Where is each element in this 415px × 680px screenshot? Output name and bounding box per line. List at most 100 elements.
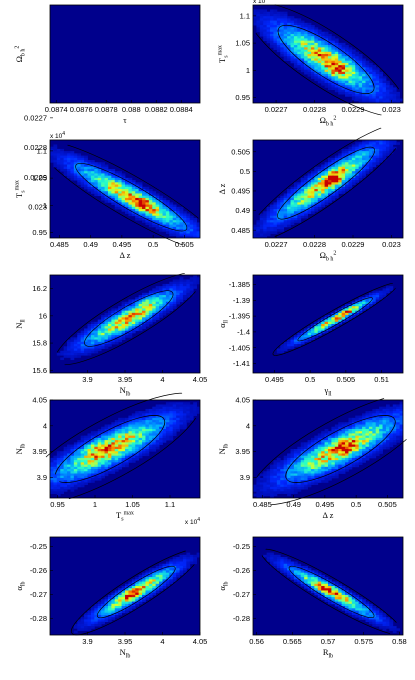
density-cell [365, 157, 370, 161]
density-cell [104, 332, 109, 336]
density-cell [331, 444, 336, 448]
density-cell [355, 153, 360, 156]
density-cell [77, 444, 82, 448]
density-cell [372, 420, 377, 423]
density-cell [276, 13, 281, 17]
density-cell [334, 191, 339, 194]
density-cell [125, 592, 129, 596]
density-cell [348, 171, 353, 174]
density-cell [172, 283, 177, 287]
density-cell [162, 579, 167, 582]
density-cell [114, 603, 119, 607]
density-cell [125, 583, 129, 587]
density-cell [345, 466, 349, 470]
density-cell [314, 460, 319, 463]
density-cell [396, 422, 400, 425]
density-cell [148, 570, 153, 574]
density-cell [142, 420, 146, 423]
density-cell [355, 67, 360, 70]
density-cell [128, 597, 133, 600]
density-cell [317, 453, 322, 457]
density-cell [328, 446, 332, 450]
density-cell [334, 466, 339, 470]
density-cell [358, 310, 363, 314]
density-cell [131, 193, 136, 197]
density-cell [152, 301, 157, 305]
density-cell [341, 455, 346, 459]
density-cell [372, 80, 377, 84]
density-cell [297, 332, 302, 336]
density-cell [345, 67, 349, 70]
density-cell [300, 20, 305, 24]
density-cell [310, 27, 315, 30]
density-cell [182, 295, 187, 298]
density-cell [169, 574, 174, 578]
density-cell [293, 480, 298, 483]
density-cell [358, 426, 363, 430]
density-cell [331, 442, 336, 445]
density-cell [114, 326, 119, 329]
density-cell [310, 33, 315, 37]
density-cell [266, 38, 271, 42]
density-cell [287, 18, 291, 21]
density-cell [148, 433, 153, 437]
x-tick-label: 0.495 [315, 500, 334, 509]
density-cell [283, 27, 288, 30]
y-tick-label: -1.39 [233, 296, 250, 305]
density-cell [293, 20, 298, 24]
density-cell [368, 153, 373, 156]
density-cell [266, 493, 271, 497]
density-cell [131, 601, 136, 605]
density-cell [121, 594, 126, 598]
density-cell [372, 65, 377, 68]
density-cell [382, 440, 387, 443]
density-cell [125, 442, 129, 445]
density-cell [77, 440, 82, 443]
density-cell [399, 98, 403, 102]
density-cell [138, 420, 143, 423]
density-cell [131, 303, 136, 307]
density-cell [345, 462, 349, 465]
density-cell [368, 435, 373, 439]
density-cell [293, 460, 298, 463]
density-cell [104, 180, 109, 183]
x-tick-label: 3.9 [82, 375, 92, 384]
density-cell [307, 197, 312, 201]
density-cell [176, 301, 180, 305]
density-cell [107, 186, 112, 190]
density-cell [253, 224, 257, 228]
density-cell [266, 477, 271, 481]
density-cell [324, 180, 329, 183]
density-cell [379, 96, 383, 99]
density-cell [182, 417, 187, 421]
density-cell [379, 98, 383, 102]
density-cell [142, 433, 146, 437]
density-cell [94, 621, 99, 625]
density-cell [118, 191, 122, 194]
density-cell [276, 491, 281, 494]
density-cell [135, 435, 140, 439]
density-cell [263, 215, 268, 219]
y-tick-label: 1.05 [235, 39, 250, 48]
density-cell [155, 306, 160, 309]
density-cell [345, 69, 349, 73]
density-cell [351, 148, 356, 152]
density-cell [317, 328, 322, 332]
density-cell [375, 413, 380, 416]
density-cell [304, 335, 308, 338]
density-cell [385, 420, 390, 423]
density-cell [97, 446, 102, 450]
density-cell [338, 180, 343, 183]
density-cell [379, 420, 383, 423]
density-cell [90, 433, 95, 437]
density-cell [304, 473, 308, 477]
density-cell [111, 437, 116, 441]
density-cell [162, 226, 167, 230]
density-cell [189, 233, 194, 237]
density-cell [297, 47, 302, 50]
density-cell [341, 175, 346, 179]
density-cell [169, 417, 174, 421]
density-cell [263, 226, 268, 230]
density-cell [87, 335, 92, 338]
density-cell [94, 453, 99, 457]
